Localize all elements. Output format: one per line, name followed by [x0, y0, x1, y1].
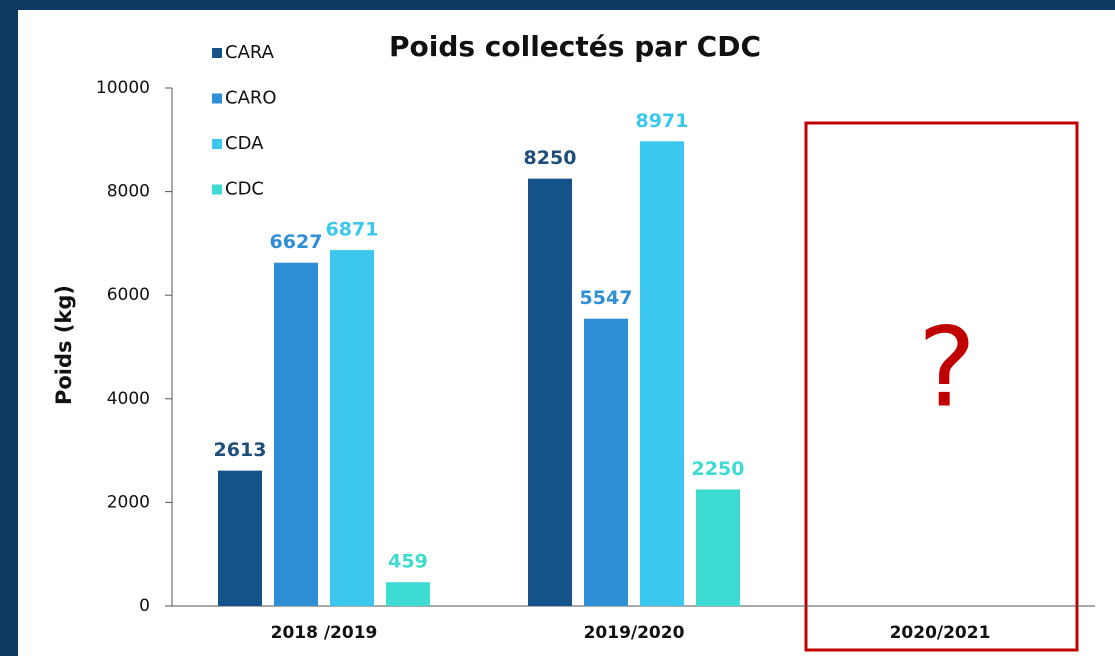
y-tick-label: 10000 [96, 78, 150, 98]
y-tick-label: 6000 [107, 285, 150, 305]
y-axis-label: Poids (kg) [52, 285, 76, 405]
legend-swatch [212, 184, 222, 195]
data-label: 2250 [692, 458, 745, 480]
annotation: ? [918, 303, 976, 431]
bar [330, 250, 374, 606]
data-label: 6627 [270, 231, 323, 253]
data-label: 8971 [636, 110, 689, 132]
x-tick-label: 2019/2020 [584, 623, 685, 643]
data-label: 5547 [580, 287, 633, 309]
y-tick-label: 8000 [107, 182, 150, 202]
chart-title: Poids collectés par CDC [389, 30, 761, 63]
x-tick-label: 2018 /2019 [271, 623, 378, 643]
legend-swatch [212, 93, 222, 104]
bar [274, 262, 318, 606]
bar [528, 178, 572, 606]
legend-label: CARA [225, 42, 275, 63]
y-tick-label: 2000 [107, 492, 150, 512]
data-label: 2613 [214, 439, 267, 461]
legend-label: CDA [225, 133, 264, 154]
data-label: 8250 [524, 147, 577, 169]
bar [218, 470, 262, 606]
legend-label: CDC [225, 179, 264, 200]
legend-label: CARO [225, 88, 277, 109]
y-tick-label: 0 [139, 596, 150, 616]
highlight-box [804, 121, 1079, 652]
bar [584, 318, 628, 606]
data-label: 459 [388, 551, 428, 573]
bar [640, 141, 684, 607]
bar [386, 582, 430, 606]
data-label: 6871 [326, 219, 379, 241]
legend-swatch [212, 139, 222, 149]
y-tick-label: 4000 [107, 389, 150, 409]
bar [696, 489, 740, 606]
x-tick-label: 2020/2021 [890, 623, 991, 643]
legend-swatch [212, 48, 222, 58]
